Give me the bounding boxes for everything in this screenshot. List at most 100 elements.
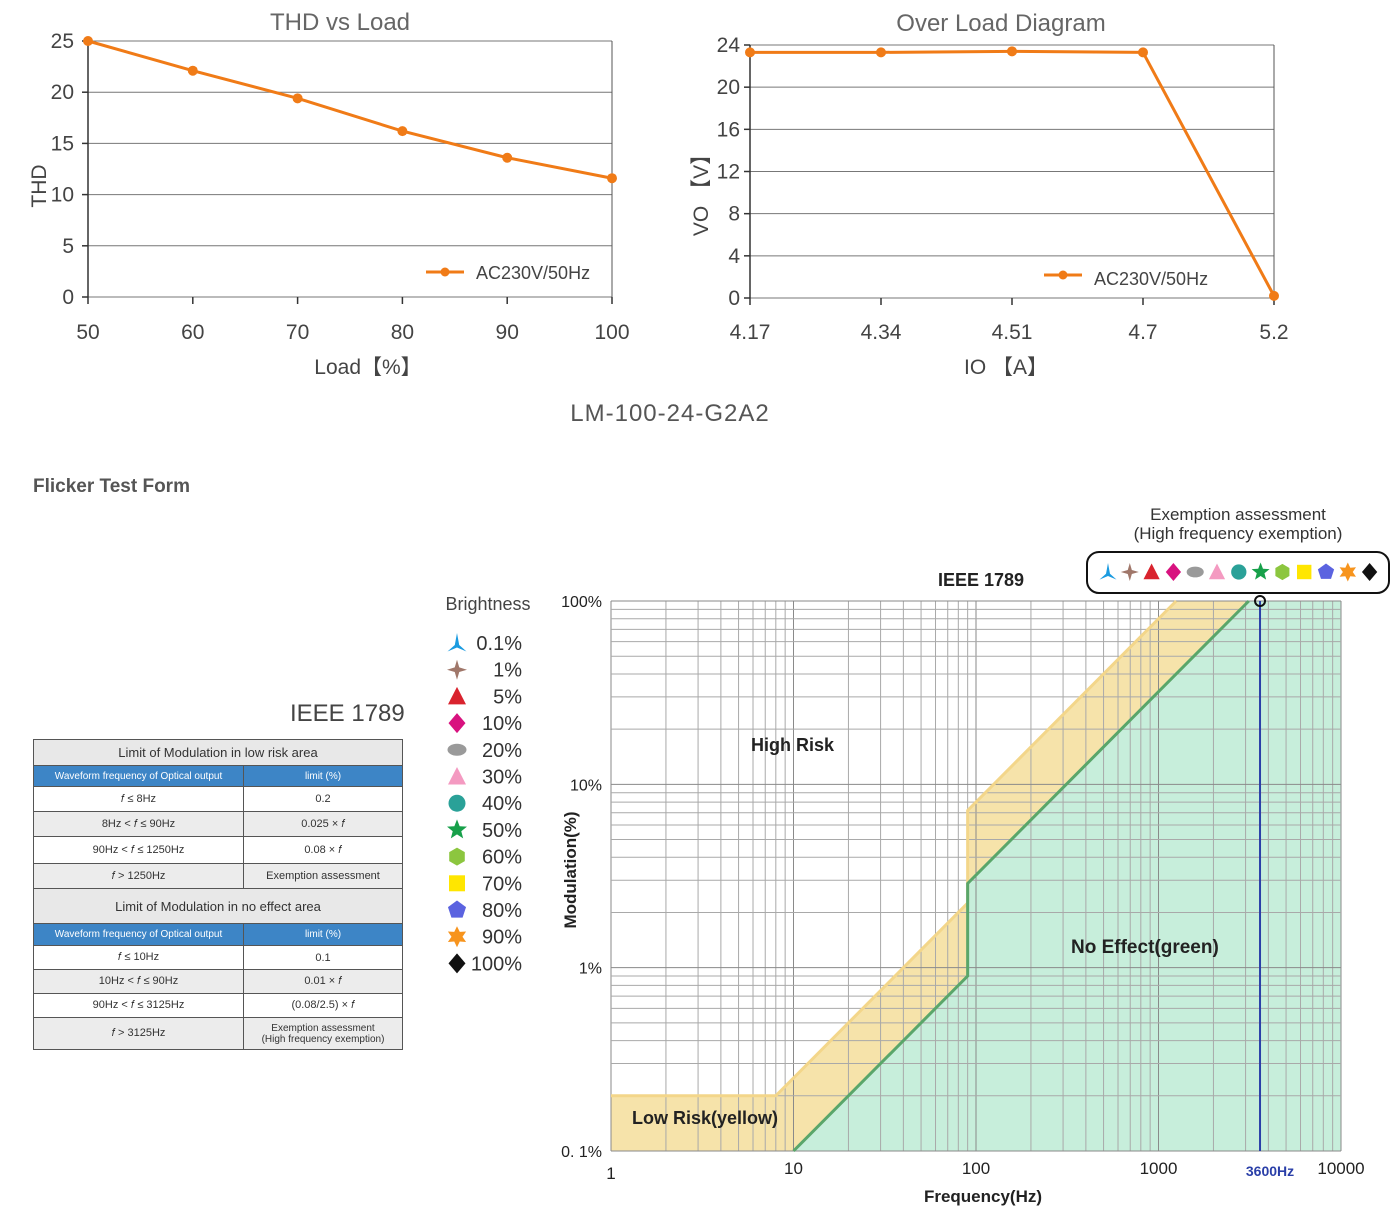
exemption-title-line1: Exemption assessment xyxy=(1150,505,1326,524)
table-cell: 10Hz < 𝑓 ≤ 90Hz xyxy=(33,969,244,994)
table-cell: 0.08 × 𝑓 xyxy=(243,836,403,864)
y-tick-label: 100% xyxy=(561,594,602,611)
y-tick-label: 10% xyxy=(570,777,602,794)
ieee-table-title: IEEE 1789 xyxy=(290,700,405,727)
legend-title: Brightness xyxy=(445,594,530,614)
x-tick-label: 1000 xyxy=(1140,1159,1178,1178)
table-cell: Exemption assessment (High frequency exe… xyxy=(243,1017,403,1050)
data-point xyxy=(83,36,93,46)
exemption-marker-icon xyxy=(1231,564,1247,580)
exemption-marker-icon xyxy=(1208,563,1226,580)
y-tick-label: 0 xyxy=(62,286,74,309)
exemption-marker-icon xyxy=(1275,563,1290,581)
brightness-marker-icon xyxy=(447,633,467,652)
brightness-marker-icon xyxy=(448,713,466,734)
y-tick-label: 16 xyxy=(717,118,740,141)
brightness-marker-icon xyxy=(447,659,467,680)
x-tick-label: 10000 xyxy=(1317,1159,1364,1178)
exemption-marker-icon xyxy=(1143,563,1160,580)
no-effect-label: No Effect(green) xyxy=(1071,937,1219,958)
x-tick-label: 60 xyxy=(181,321,204,344)
brightness-marker-icon xyxy=(448,767,466,785)
data-point xyxy=(1269,290,1279,301)
data-point xyxy=(745,47,755,58)
legend-label: AC230V/50Hz xyxy=(476,263,590,283)
exemption-marker-icon xyxy=(1297,564,1312,580)
data-point xyxy=(607,173,617,184)
data-point xyxy=(1007,46,1017,57)
brightness-label: 80% xyxy=(482,900,522,922)
exemption-marker-icon xyxy=(1339,562,1356,582)
table-cell: 𝑓 > 3125Hz xyxy=(33,1017,244,1050)
data-point xyxy=(502,152,513,163)
chart-title: THD vs Load xyxy=(270,9,410,36)
data-point xyxy=(1138,47,1148,58)
exemption-title-line2: (High frequency exemption) xyxy=(1134,524,1343,543)
x-tick-label: 100 xyxy=(962,1159,990,1178)
x-tick-label: 90 xyxy=(496,321,519,344)
low-risk-limit-table: Limit of Modulation in low risk area Wav… xyxy=(33,739,403,1050)
legend-label: AC230V/50Hz xyxy=(1094,269,1208,289)
brightness-label: 70% xyxy=(482,873,522,895)
high-risk-label: High Risk xyxy=(751,735,835,755)
x-tick-label: 4.34 xyxy=(861,321,902,344)
brightness-label: 100% xyxy=(471,953,522,975)
brightness-marker-icon xyxy=(449,847,465,866)
y-tick-label: 12 xyxy=(717,161,740,184)
brightness-marker-icon xyxy=(447,743,467,756)
brightness-legend: Brightness 0.1% 1% 5% 10% 20% 30% 40% 50% 60% 70%… xyxy=(445,594,530,975)
column-header: Waveform frequency of Optical output xyxy=(33,765,244,787)
chart-title: Over Load Diagram xyxy=(896,10,1105,37)
exemption-marker-icon xyxy=(1186,566,1204,578)
x-tick-label: 4.7 xyxy=(1128,321,1157,344)
x-tick-label: 70 xyxy=(286,321,309,344)
brightness-label: 5% xyxy=(493,686,522,708)
brightness-label: 10% xyxy=(482,713,522,735)
column-header: limit (%) xyxy=(243,923,403,946)
legend-marker xyxy=(1058,270,1068,280)
table-cell: 90Hz < 𝑓 ≤ 1250Hz xyxy=(33,836,244,864)
table-title: Limit of Modulation in no effect area xyxy=(33,888,403,924)
x-tick-label: 80 xyxy=(391,321,414,344)
x-tick-label: 4.17 xyxy=(730,321,771,344)
x-tick-label: 100 xyxy=(594,321,629,344)
y-tick-label: 4 xyxy=(728,245,740,268)
y-tick-label: 20 xyxy=(717,76,740,99)
brightness-marker-icon xyxy=(449,875,465,892)
brightness-label: 1% xyxy=(493,660,522,682)
3600hz-marker xyxy=(1254,595,1267,607)
table-cell: 8Hz < 𝑓 ≤ 90Hz xyxy=(33,811,244,837)
low-risk-area xyxy=(611,601,1249,1151)
x-tick-label: 50 xyxy=(76,321,99,344)
thd-vs-load-chart: THD vs Load THD Load【%】 0 5 10 15 20 25 50 60 70… xyxy=(28,9,630,379)
y-axis-label: VO 【V】 xyxy=(690,144,713,236)
x-axis-label: Frequency(Hz) xyxy=(924,1187,1042,1206)
y-axis-label: THD xyxy=(28,164,51,207)
x-tick-label: 5.2 xyxy=(1259,321,1288,344)
y-tick-label: 1% xyxy=(579,961,602,978)
brightness-marker-icon xyxy=(448,794,466,812)
exemption-marker-icon xyxy=(1099,563,1117,580)
brightness-label: 40% xyxy=(482,793,522,815)
brightness-marker-icon xyxy=(448,686,466,705)
overload-series-line xyxy=(750,49,1276,297)
y-tick-label: 8 xyxy=(728,203,740,226)
brightness-label: 20% xyxy=(482,740,522,762)
data-point xyxy=(187,65,198,76)
y-tick-label: 15 xyxy=(51,132,74,155)
y-tick-label: 5 xyxy=(62,235,74,258)
data-point xyxy=(397,126,408,137)
table-cell: 0.025 × 𝑓 xyxy=(243,811,403,837)
y-axis-label: Modulation(%) xyxy=(561,811,580,928)
table-cell: 0.2 xyxy=(243,786,403,812)
3600hz-label: 3600Hz xyxy=(1246,1163,1294,1179)
table-cell: 𝑓 ≤ 10Hz xyxy=(33,945,244,970)
table-cell: 0.1 xyxy=(243,945,403,970)
data-point xyxy=(292,93,303,104)
brightness-marker-icon xyxy=(447,900,467,918)
brightness-marker-icon xyxy=(447,819,467,839)
low-risk-label: Low Risk(yellow) xyxy=(632,1108,778,1128)
y-tick-label: 20 xyxy=(51,81,74,104)
exemption-marker-icon xyxy=(1120,563,1139,581)
thd-series-line xyxy=(87,39,613,180)
